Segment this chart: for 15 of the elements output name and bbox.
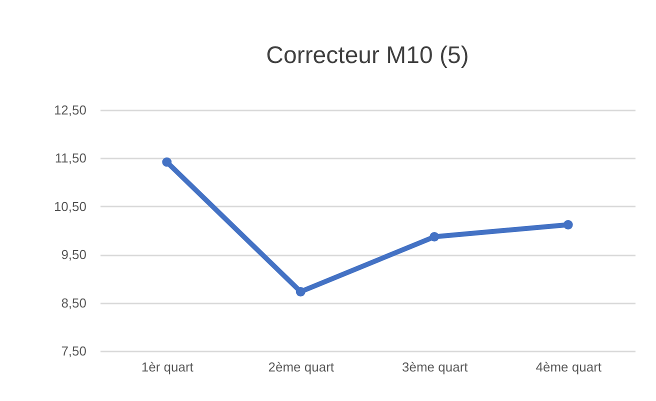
x-tick-label: 3ème quart [402,360,468,374]
y-tick-label: 7,50 [61,344,86,358]
y-tick-label: 12,50 [54,102,86,118]
chart-title: Correcteur M10 (5) [266,42,469,69]
point [563,220,573,230]
x-tick-label: 4ème quart [536,360,602,374]
x-tick-label: 2ème quart [268,360,334,374]
y-tick-label: 11,50 [54,150,86,166]
point [296,286,306,296]
point [430,232,440,242]
y-tick-label: 8,50 [61,295,86,310]
y-tick-label: 9,50 [61,247,86,262]
x-tick-label: 1èr quart [141,360,194,374]
point [162,157,172,167]
y-tick-label: 10,50 [54,198,86,214]
